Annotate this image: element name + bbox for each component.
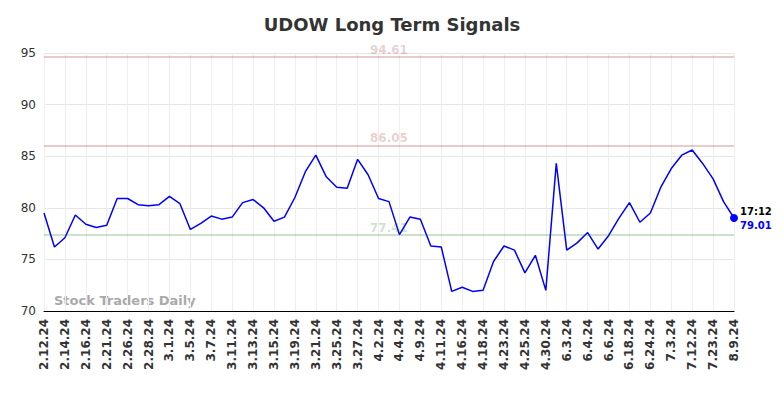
svg-text:3.13.24: 3.13.24: [246, 319, 260, 370]
svg-text:4.18.24: 4.18.24: [476, 319, 490, 370]
svg-text:4.16.24: 4.16.24: [455, 319, 469, 370]
svg-text:7.12.24: 7.12.24: [685, 319, 699, 370]
svg-text:85: 85: [21, 149, 36, 163]
svg-text:94.61: 94.61: [370, 43, 408, 57]
svg-text:90: 90: [21, 98, 36, 112]
svg-text:6.24.24: 6.24.24: [643, 319, 657, 370]
svg-text:3.25.24: 3.25.24: [330, 319, 344, 370]
svg-text:3.5.24: 3.5.24: [183, 319, 197, 362]
svg-text:3.1.24: 3.1.24: [162, 319, 176, 362]
svg-text:70: 70: [21, 304, 36, 318]
svg-text:4.23.24: 4.23.24: [497, 319, 511, 370]
svg-text:3.27.24: 3.27.24: [351, 319, 365, 370]
svg-text:6.3.24: 6.3.24: [560, 319, 574, 362]
svg-text:4.11.24: 4.11.24: [434, 319, 448, 370]
svg-text:2.16.24: 2.16.24: [79, 319, 93, 370]
svg-text:7.3.24: 7.3.24: [664, 319, 678, 362]
svg-text:80: 80: [21, 201, 36, 215]
svg-text:6.18.24: 6.18.24: [622, 319, 636, 370]
svg-text:7.23.24: 7.23.24: [706, 319, 720, 370]
svg-text:95: 95: [21, 46, 36, 60]
svg-text:UDOW Long Term Signals: UDOW Long Term Signals: [264, 14, 521, 35]
svg-text:2.28.24: 2.28.24: [142, 319, 156, 370]
svg-text:4.25.24: 4.25.24: [518, 319, 532, 370]
svg-text:4.9.24: 4.9.24: [413, 319, 427, 362]
svg-text:3.21.24: 3.21.24: [309, 319, 323, 370]
svg-text:6.6.24: 6.6.24: [602, 319, 616, 362]
svg-text:75: 75: [21, 252, 36, 266]
svg-text:4.2.24: 4.2.24: [372, 319, 386, 362]
svg-text:2.21.24: 2.21.24: [100, 319, 114, 370]
svg-text:6.4.24: 6.4.24: [581, 319, 595, 362]
svg-text:17:12: 17:12: [740, 206, 772, 217]
svg-text:79.01: 79.01: [740, 220, 772, 231]
svg-text:8.9.24: 8.9.24: [727, 319, 741, 362]
svg-text:86.05: 86.05: [370, 131, 408, 145]
svg-text:Stock Traders Daily: Stock Traders Daily: [54, 293, 196, 308]
svg-text:3.11.24: 3.11.24: [225, 319, 239, 370]
svg-text:4.30.24: 4.30.24: [539, 319, 553, 370]
svg-text:2.12.24: 2.12.24: [37, 319, 51, 370]
svg-text:3.19.24: 3.19.24: [288, 319, 302, 370]
svg-text:3.15.24: 3.15.24: [267, 319, 281, 370]
svg-text:4.4.24: 4.4.24: [392, 319, 406, 362]
svg-text:2.26.24: 2.26.24: [121, 319, 135, 370]
svg-text:77.41: 77.41: [370, 221, 408, 235]
svg-text:2.14.24: 2.14.24: [58, 319, 72, 370]
svg-text:3.7.24: 3.7.24: [204, 319, 218, 362]
